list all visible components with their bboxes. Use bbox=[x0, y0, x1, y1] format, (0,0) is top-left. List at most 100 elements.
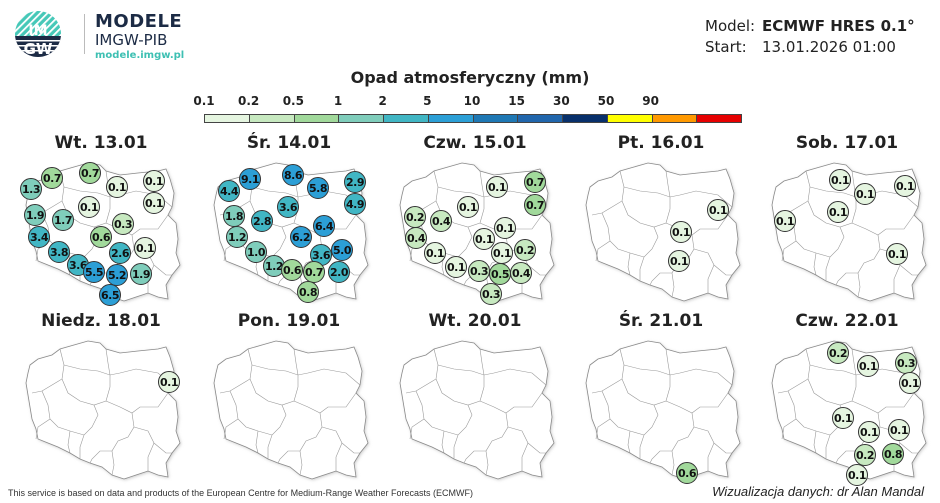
precip-value-marker: 0.1 bbox=[846, 464, 868, 486]
brand-url[interactable]: modele.imgw.pl bbox=[95, 50, 185, 61]
precip-value-marker: 4.4 bbox=[218, 180, 240, 202]
precip-value-marker: 0.4 bbox=[405, 227, 427, 249]
legend-tick: 0.2 bbox=[238, 94, 260, 108]
precip-value-marker: 0.1 bbox=[774, 210, 796, 232]
precip-value-marker: 3.6 bbox=[277, 196, 299, 218]
precip-value-marker: 0.7 bbox=[524, 194, 546, 216]
legend-colorbar bbox=[204, 114, 742, 123]
precip-value-marker: 0.1 bbox=[143, 170, 165, 192]
legend-swatch bbox=[518, 115, 563, 122]
precip-value-marker: 2.6 bbox=[109, 242, 131, 264]
panel-date-title: Niedz. 18.01 bbox=[41, 311, 161, 331]
poland-map bbox=[382, 335, 568, 487]
legend-ticks: 0.1 0.2 0.5 1 2 5 10 15 30 50 90 bbox=[190, 94, 750, 110]
precip-value-marker: 1.9 bbox=[24, 204, 46, 226]
brand-title: MODELE bbox=[95, 11, 183, 32]
precip-value-marker: 0.3 bbox=[112, 213, 134, 235]
precip-value-marker: 0.3 bbox=[468, 260, 490, 282]
legend-tick: 90 bbox=[642, 94, 660, 108]
precip-value-marker: 0.1 bbox=[491, 242, 513, 264]
brand: MODELE IMGW-PIB modele.imgw.pl bbox=[95, 12, 184, 62]
model-label: Model: bbox=[705, 17, 756, 35]
forecast-panel: Sob. 17.01 0.1 0.1 0.1 0.1 0.1 0.1 bbox=[754, 133, 940, 309]
precip-value-marker: 0.1 bbox=[832, 407, 854, 429]
forecast-panel: Czw. 22.01 0.2 0.1 0.3 0.1 0.1 0.1 0.1 0.2 0.8 0.1 bbox=[754, 311, 940, 487]
legend-tick: 0.1 bbox=[193, 94, 215, 108]
panel-date-title: Śr. 21.01 bbox=[618, 311, 704, 331]
precip-value-marker: 0.1 bbox=[827, 201, 849, 223]
poland-map: 0.2 0.1 0.3 0.1 0.1 0.1 0.1 0.2 0.8 0.1 bbox=[754, 335, 940, 487]
legend-swatch bbox=[473, 115, 519, 122]
poland-outline-icon bbox=[25, 340, 181, 480]
poland-map: 9.1 8.6 4.4 5.8 2.9 3.6 4.9 1.8 2.8 6.4 6.2 1.2 3.6 5… bbox=[196, 157, 382, 309]
forecast-panel: Czw. 15.01 0.1 0.7 0.1 0.7 0.2 0.4 0.1 0.4 0.1 0.1… bbox=[382, 133, 568, 309]
precip-value-marker: 4.9 bbox=[344, 193, 366, 215]
precip-value-marker: 8.6 bbox=[282, 164, 304, 186]
poland-outline-icon bbox=[399, 340, 555, 480]
forecast-panel: Wt. 13.01 0.7 0.7 1.3 0.1 0.1 0.1 0.1 1.9 1.7 0.3 0… bbox=[8, 133, 194, 309]
precip-value-marker: 1.0 bbox=[245, 241, 267, 263]
forecast-panel: Wt. 20.01 bbox=[382, 311, 568, 487]
imgw-logo: IM GW bbox=[14, 10, 74, 58]
precip-value-marker: 0.1 bbox=[829, 169, 851, 191]
legend-tick: 10 bbox=[463, 94, 481, 108]
legend-tick: 1 bbox=[333, 94, 343, 108]
legend-swatch bbox=[294, 115, 340, 122]
start-label: Start: bbox=[705, 38, 747, 56]
legend-swatch bbox=[428, 115, 474, 122]
precip-value-marker: 0.1 bbox=[668, 250, 690, 272]
legend-swatch bbox=[697, 115, 741, 122]
precip-value-marker: 1.3 bbox=[20, 178, 42, 200]
precip-value-marker: 0.4 bbox=[510, 262, 532, 284]
forecast-panel: Niedz. 18.01 0.1 bbox=[8, 311, 194, 487]
precip-value-marker: 0.3 bbox=[480, 283, 502, 305]
precip-value-marker: 0.1 bbox=[106, 176, 128, 198]
precip-value-marker: 5.2 bbox=[106, 264, 128, 286]
brand-subtitle: IMGW-PIB bbox=[95, 31, 168, 49]
panel-date-title: Czw. 22.01 bbox=[795, 311, 899, 331]
precip-value-marker: 0.6 bbox=[281, 259, 303, 281]
panel-date-title: Sob. 17.01 bbox=[795, 133, 899, 153]
precip-value-marker: 0.1 bbox=[857, 355, 879, 377]
precip-value-marker: 0.8 bbox=[882, 443, 904, 465]
panel-date-title: Śr. 14.01 bbox=[246, 133, 332, 153]
svg-text:IM: IM bbox=[28, 23, 47, 39]
poland-outline-icon bbox=[213, 340, 369, 480]
precip-value-marker: 0.1 bbox=[473, 228, 495, 250]
legend-tick: 50 bbox=[597, 94, 615, 108]
precip-value-marker: 0.1 bbox=[78, 196, 100, 218]
poland-outline-icon bbox=[585, 162, 741, 302]
poland-map: 0.1 0.7 0.1 0.7 0.2 0.4 0.1 0.4 0.1 0.1 0.2 0.1 0.1 0… bbox=[382, 157, 568, 309]
poland-outline-icon bbox=[585, 340, 741, 480]
precip-value-marker: 0.2 bbox=[514, 239, 536, 261]
precip-value-marker: 1.2 bbox=[226, 226, 248, 248]
precip-value-marker: 2.9 bbox=[344, 171, 366, 193]
precip-value-marker: 3.4 bbox=[28, 226, 50, 248]
forecast-panel: Pon. 19.01 bbox=[196, 311, 382, 487]
legend-swatch bbox=[205, 115, 250, 122]
precip-value-marker: 1.9 bbox=[130, 263, 152, 285]
logo-divider bbox=[84, 14, 85, 54]
poland-map: 0.7 0.7 1.3 0.1 0.1 0.1 0.1 1.9 1.7 0.3 0.6 3.4 3.8 2… bbox=[8, 157, 194, 309]
precip-value-marker: 0.1 bbox=[888, 419, 910, 441]
precip-value-marker: 1.7 bbox=[52, 209, 74, 231]
legend-swatch bbox=[249, 115, 295, 122]
precip-value-marker: 0.1 bbox=[894, 175, 916, 197]
precip-value-marker: 9.1 bbox=[239, 168, 261, 190]
poland-map: 0.1 0.1 0.1 bbox=[568, 157, 754, 309]
precip-value-marker: 5.5 bbox=[83, 261, 105, 283]
legend-tick: 30 bbox=[552, 94, 570, 108]
precip-value-marker: 0.4 bbox=[430, 210, 452, 232]
precip-value-marker: 2.8 bbox=[251, 210, 273, 232]
legend-swatch bbox=[339, 115, 384, 122]
precip-value-marker: 0.2 bbox=[404, 206, 426, 228]
precip-value-marker: 0.1 bbox=[494, 217, 516, 239]
poland-map: 0.1 0.1 0.1 0.1 0.1 0.1 bbox=[754, 157, 940, 309]
precip-value-marker: 0.8 bbox=[297, 281, 319, 303]
precip-value-marker: 0.1 bbox=[670, 221, 692, 243]
poland-map bbox=[196, 335, 382, 487]
legend-swatch bbox=[607, 115, 653, 122]
precip-value-marker: 0.1 bbox=[457, 196, 479, 218]
precip-value-marker: 0.1 bbox=[424, 242, 446, 264]
precip-value-marker: 0.3 bbox=[895, 352, 917, 374]
